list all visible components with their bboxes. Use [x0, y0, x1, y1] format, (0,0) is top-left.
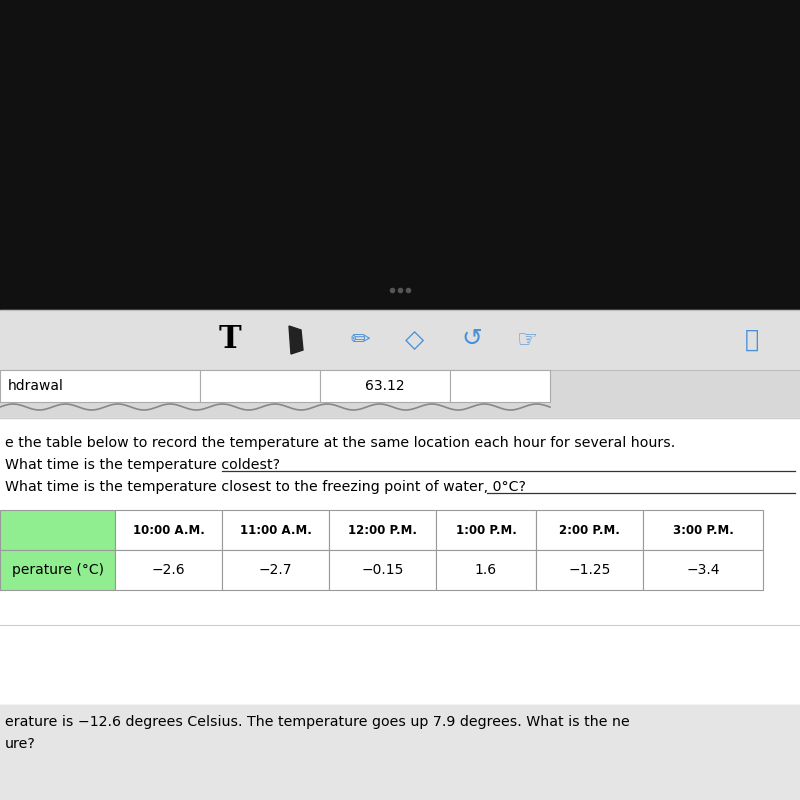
Bar [0, 705, 800, 800]
Text: −2.7: −2.7 [258, 563, 292, 577]
Bar [0, 550, 115, 590]
Text: 2:00 P.M.: 2:00 P.M. [559, 523, 620, 537]
Text: 11:00 A.M.: 11:00 A.M. [239, 523, 311, 537]
Text: perature (°C): perature (°C) [11, 563, 103, 577]
Text: 1.6: 1.6 [475, 563, 497, 577]
Text: T: T [218, 325, 242, 355]
Bar [200, 370, 320, 402]
Bar [329, 510, 436, 550]
Text: erature is −12.6 degrees Celsius. The temperature goes up 7.9 degrees. What is t: erature is −12.6 degrees Celsius. The te… [5, 715, 630, 729]
Bar [643, 550, 763, 590]
Text: e the table below to record the temperature at the same location each hour for s: e the table below to record the temperat… [5, 436, 675, 450]
Text: What time is the temperature closest to the freezing point of water, 0°C?: What time is the temperature closest to … [5, 480, 526, 494]
Bar [0, 418, 800, 705]
Text: 🎤: 🎤 [745, 328, 759, 352]
Text: −0.15: −0.15 [362, 563, 404, 577]
Bar [536, 550, 643, 590]
Text: 12:00 P.M.: 12:00 P.M. [348, 523, 417, 537]
Text: hdrawal: hdrawal [8, 379, 64, 393]
Text: 63.12: 63.12 [365, 379, 405, 393]
Text: ✏: ✏ [350, 328, 370, 352]
Bar [115, 510, 222, 550]
Bar [0, 316, 800, 800]
Bar [450, 370, 550, 402]
Bar [436, 510, 536, 550]
Text: 10:00 A.M.: 10:00 A.M. [133, 523, 205, 537]
Text: What time is the temperature coldest?: What time is the temperature coldest? [5, 458, 280, 472]
Bar [329, 550, 436, 590]
Text: 1:00 P.M.: 1:00 P.M. [455, 523, 517, 537]
Text: −1.25: −1.25 [568, 563, 610, 577]
Bar [0, 310, 800, 370]
Text: −2.6: −2.6 [152, 563, 186, 577]
Bar [320, 370, 450, 402]
Bar [0, 510, 115, 550]
Text: ☞: ☞ [518, 328, 538, 352]
Bar [0, 0, 800, 316]
Bar [0, 705, 800, 800]
Bar [222, 550, 329, 590]
Bar [222, 510, 329, 550]
Bar [115, 550, 222, 590]
Text: ◇: ◇ [406, 328, 425, 352]
Text: ure?: ure? [5, 737, 36, 751]
Text: 3:00 P.M.: 3:00 P.M. [673, 523, 734, 537]
Bar [436, 550, 536, 590]
Polygon shape [289, 326, 303, 354]
Bar [0, 370, 200, 402]
Text: −3.4: −3.4 [686, 563, 720, 577]
Text: ↺: ↺ [462, 327, 482, 351]
Bar [536, 510, 643, 550]
Bar [643, 510, 763, 550]
